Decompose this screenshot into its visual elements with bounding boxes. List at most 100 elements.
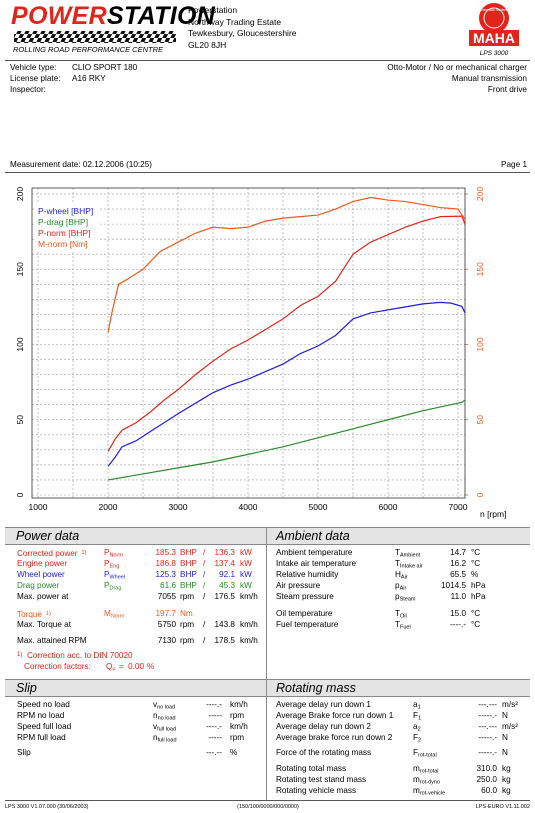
symbol-subscript: no load (157, 715, 176, 722)
value: 310.0 (476, 764, 498, 773)
divider (266, 527, 267, 801)
x-tick-label: 3000 (169, 502, 188, 512)
symbol-subscript: Norm (110, 613, 125, 620)
maha-brand: MAHA (473, 30, 515, 46)
unit: Nm (180, 609, 193, 618)
unit: hPa (471, 581, 486, 590)
row-label: Rotating test stand mass (276, 775, 367, 784)
row-label: Average delay run down 1 (276, 700, 371, 709)
x-tick-label: 1000 (29, 502, 48, 512)
legend-entry: M-norm [Nm] (38, 239, 88, 249)
row-label: RPM full load (17, 733, 66, 742)
separator: / (203, 636, 206, 645)
y2-tick-label: 200 (475, 187, 485, 201)
y2-tick-label: 0 (475, 492, 485, 497)
vehicle-label: Inspector: (10, 85, 46, 94)
symbol-letter: p (395, 581, 400, 590)
row-label: Max. attained RPM (17, 636, 87, 645)
value: 125.3 (155, 570, 177, 579)
series-line (107, 301, 466, 467)
unit: kW (240, 570, 252, 579)
unit: km/h (230, 722, 248, 731)
symbol-subscript: Steam (399, 596, 416, 603)
row-label: Torque 1) (17, 610, 51, 619)
symbol-letter: T (395, 609, 401, 618)
separator: / (203, 592, 206, 601)
row-label: Corrected power 1) (17, 549, 87, 558)
symbol-subscript: Intake air (400, 563, 423, 570)
row-label: Rotating vehicle mass (276, 786, 357, 795)
x-tick-label: 6000 (379, 502, 398, 512)
row-label: Fuel temperature (276, 620, 339, 629)
symbol: mrot-total (413, 764, 438, 777)
y2-tick-label: 150 (475, 262, 485, 276)
logo-station: STATION (106, 2, 216, 30)
footnote-mark: 1) (81, 550, 87, 556)
unit: °C (471, 559, 481, 568)
unit: °C (471, 609, 481, 618)
symbol-letter: P (104, 548, 110, 557)
y2-tick-label: 100 (475, 337, 485, 351)
y-tick-label: 50 (15, 415, 25, 425)
unit: kW (240, 559, 252, 568)
value: 15.0 (450, 609, 466, 618)
address-line: GL20 8JH (188, 39, 227, 50)
symbol-letter: v (153, 700, 158, 709)
unit: °C (471, 620, 481, 629)
row-label: Slip (17, 748, 31, 757)
vehicle-value: CLIO SPORT 180 (72, 63, 138, 72)
value: -----.- (478, 748, 497, 757)
symbol-subscript: rot-dyno (419, 779, 441, 786)
symbol-letter: Q (106, 662, 113, 671)
symbol: mrot-vehicle (413, 786, 445, 799)
symbol: PNorm (104, 548, 123, 561)
vehicle-value: A16 RKY (72, 74, 106, 83)
row-label: RPM no load (17, 711, 65, 720)
plot-frame (31, 187, 466, 499)
symbol: MNorm (104, 609, 124, 622)
symbol-letter: a (413, 722, 418, 731)
value: ----- (208, 711, 222, 720)
symbol-subscript: full load (157, 737, 177, 744)
value: 137.4 (214, 559, 236, 568)
x-tick-label: 5000 (309, 502, 328, 512)
value: 136.3 (214, 548, 236, 557)
symbol: nno load (153, 711, 176, 724)
row-label: Wheel power (17, 570, 65, 579)
vehicle-spec: Front drive (487, 85, 527, 94)
symbol: F2 (413, 733, 421, 746)
symbol: PEng (104, 559, 119, 572)
value: 0.00 (128, 662, 144, 671)
symbol-letter: H (395, 570, 401, 579)
symbol-subscript: no load (157, 704, 176, 711)
y-tick-label: 150 (15, 262, 25, 276)
value: -----.- (478, 711, 497, 720)
legend-entry: P-norm [BHP] (38, 228, 90, 238)
unit: BHP (180, 559, 197, 568)
vehicle-label: License plate: (10, 74, 61, 83)
value: 60.0 (481, 786, 497, 795)
vehicle-spec: Manual transmission (451, 74, 527, 83)
symbol: TAmbient (395, 548, 420, 561)
value: ---.--- (478, 700, 497, 709)
footnote-mark: 1) (17, 652, 23, 658)
value: 176.5 (214, 592, 236, 601)
row-label: Air pressure (276, 581, 321, 590)
page-number: Page 1 (501, 160, 527, 169)
maha-logo: Maschinenbau Haldenwang MAHA LPS 3000 (469, 3, 519, 57)
symbol-subscript: Oil (400, 613, 407, 620)
separator: / (203, 570, 206, 579)
section-title: Ambient data (276, 529, 350, 543)
y-tick-label: 200 (15, 187, 25, 201)
row-label: Ambient temperature (276, 548, 353, 557)
series-line (107, 215, 466, 452)
x-tick-label: 2000 (99, 502, 118, 512)
maha-product: LPS 3000 (480, 50, 509, 57)
symbol: vno load (153, 700, 175, 713)
address-line: Tewkesbury, Gloucestershire (188, 28, 297, 38)
value: ----- (208, 733, 222, 742)
value: ----.- (450, 620, 466, 629)
unit: N (502, 711, 508, 720)
value: 92.1 (219, 570, 235, 579)
